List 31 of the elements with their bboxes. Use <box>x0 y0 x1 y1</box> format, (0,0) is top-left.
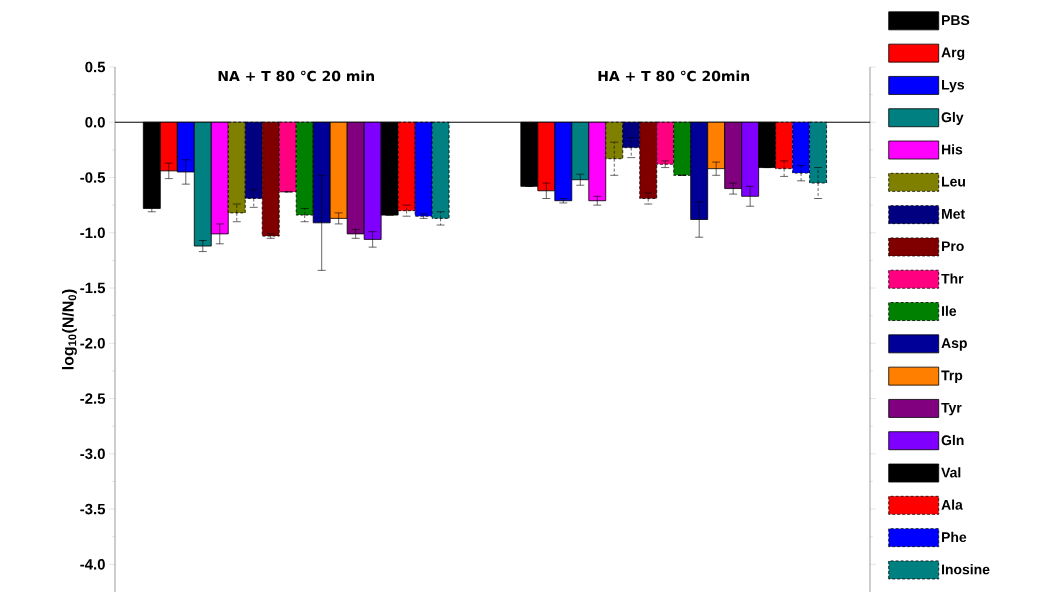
legend-label: Arg <box>941 47 965 61</box>
y-tick-label: -0.5 <box>80 172 106 183</box>
legend-label: Ile <box>942 305 957 316</box>
legend-label: Thr <box>941 273 964 284</box>
legend-label: Asp <box>941 338 967 351</box>
legend-label: Val <box>941 467 961 478</box>
y-tick-label: -2.5 <box>80 393 106 404</box>
legend-label: Gln <box>941 434 964 446</box>
y-tick-label: -4.0 <box>80 559 105 570</box>
legend-label: Ala <box>941 499 963 510</box>
legend-label: Inosine <box>942 564 990 575</box>
y-tick-label: -1.0 <box>80 227 105 239</box>
legend-label: PBS <box>942 15 970 26</box>
legend-label: His <box>942 144 963 155</box>
legend-label: Lys <box>942 79 965 93</box>
legend-label: Trp <box>941 370 963 384</box>
y-tick-label: 0.5 <box>85 61 106 73</box>
y-axis-title: log$_{10}$(N/N$_{0}$) <box>61 289 77 370</box>
legend-label: Phe <box>942 531 967 543</box>
x-tick-label: NA + T 80 ℃ 20 min <box>218 70 375 82</box>
legend-label: Gly <box>941 111 964 125</box>
x-tick-label: HA + T 80 ℃ 20min <box>598 70 750 82</box>
legend-label: Tyr <box>941 402 962 416</box>
y-tick-label: -1.5 <box>80 282 106 294</box>
y-tick-label: 0.0 <box>85 116 105 128</box>
legend-label: Leu <box>942 176 965 187</box>
legend-label: Pro <box>942 241 964 252</box>
y-tick-label: -3.0 <box>80 448 105 460</box>
y-tick-label: -2.0 <box>80 338 105 349</box>
legend-label: Met <box>942 209 965 219</box>
y-tick-label: -3.5 <box>80 503 106 515</box>
